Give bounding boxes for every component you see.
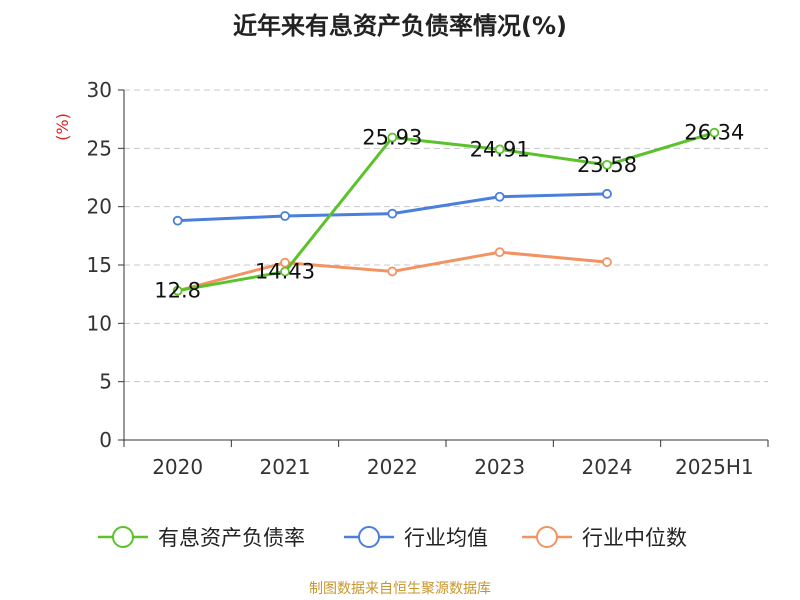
x-tick-label: 2025H1 bbox=[675, 455, 754, 479]
source-note: 制图数据来自恒生聚源数据库 bbox=[0, 578, 800, 598]
data-label: 14.43 bbox=[255, 260, 315, 284]
data-label: 25.93 bbox=[362, 125, 422, 149]
data-point bbox=[603, 258, 611, 266]
data-label: 12.8 bbox=[154, 279, 201, 303]
y-tick-label: 5 bbox=[99, 370, 112, 394]
y-tick-label: 25 bbox=[87, 136, 112, 160]
y-tick-label: 10 bbox=[87, 311, 112, 335]
x-tick-label: 2022 bbox=[367, 455, 418, 479]
data-point bbox=[174, 217, 182, 225]
data-label: 24.91 bbox=[470, 137, 530, 161]
legend-marker bbox=[359, 527, 379, 547]
x-tick-label: 2021 bbox=[260, 455, 311, 479]
data-point bbox=[496, 193, 504, 201]
data-point bbox=[388, 210, 396, 218]
data-point bbox=[603, 190, 611, 198]
data-label: 26.34 bbox=[684, 121, 744, 145]
y-tick-label: 15 bbox=[87, 253, 112, 277]
y-axis-label: (%) bbox=[53, 113, 72, 141]
data-point bbox=[388, 267, 396, 275]
data-point bbox=[496, 248, 504, 256]
y-tick-label: 30 bbox=[87, 78, 112, 102]
legend-marker bbox=[537, 527, 557, 547]
legend-label: 有息资产负债率 bbox=[158, 526, 305, 550]
legend-label: 行业均值 bbox=[404, 526, 488, 550]
y-tick-label: 0 bbox=[99, 428, 112, 452]
legend-label: 行业中位数 bbox=[582, 526, 687, 550]
data-label: 23.58 bbox=[577, 153, 637, 177]
data-point bbox=[281, 212, 289, 220]
legend-marker bbox=[113, 527, 133, 547]
x-tick-label: 2024 bbox=[582, 455, 633, 479]
x-tick-label: 2023 bbox=[474, 455, 525, 479]
x-tick-label: 2020 bbox=[152, 455, 203, 479]
y-tick-label: 20 bbox=[87, 195, 112, 219]
